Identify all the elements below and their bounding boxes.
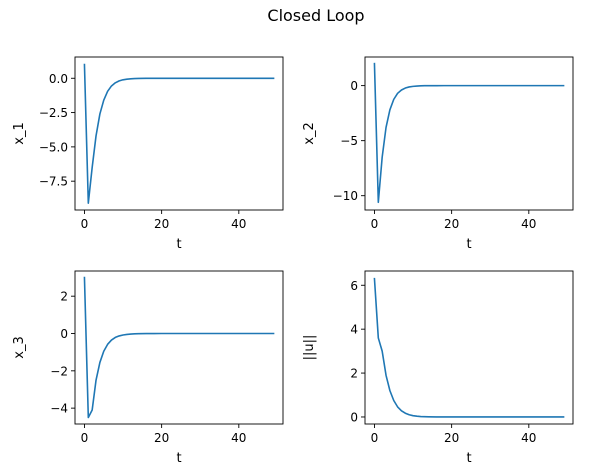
y-tick-label: −5 — [340, 134, 358, 148]
subplot-2: 0 20 40 0 −5 −10 t x_2 — [302, 56, 574, 252]
x-tick-label: 40 — [231, 431, 246, 445]
series-line-1 — [83, 276, 275, 419]
y-tick-label: 2 — [350, 367, 358, 381]
y-tick-label: 4 — [350, 323, 358, 337]
axes-frame — [364, 270, 574, 425]
y-tick-label: 0 — [350, 79, 358, 93]
x-tick-label: 40 — [521, 217, 536, 231]
series-line-1 — [373, 277, 565, 418]
x-tick-label: 40 — [231, 217, 246, 231]
y-tick-label: −5.0 — [39, 140, 68, 154]
x-axis-label: t — [466, 451, 471, 466]
y-axis-label: ||u|| — [302, 335, 317, 361]
x-tick-label: 20 — [444, 431, 459, 445]
y-tick-label: −2 — [50, 364, 68, 378]
y-tick-label: 2 — [60, 290, 68, 304]
y-tick-label: −4 — [50, 402, 68, 416]
subplot-1: 0 20 40 0.0 −2.5 −5.0 −7.5 t x_1 — [12, 56, 284, 252]
x-tick-label: 20 — [444, 217, 459, 231]
axes-frame — [74, 56, 284, 211]
y-axis-label: x_1 — [12, 122, 27, 144]
x-tick-label: 0 — [81, 431, 89, 445]
y-axis-label: x_3 — [12, 336, 27, 358]
axes-frame — [74, 270, 284, 425]
x-axis-label: t — [466, 237, 471, 252]
x-tick-label: 20 — [154, 217, 169, 231]
y-axis-label: x_2 — [302, 122, 317, 144]
x-tick-label: 0 — [81, 217, 89, 231]
subplot-4: 0 20 40 0 2 4 6 t ||u|| — [302, 270, 574, 466]
series-line-1 — [83, 63, 275, 204]
x-tick-label: 40 — [521, 431, 536, 445]
y-tick-label: 0 — [350, 410, 358, 424]
y-tick-label: −2.5 — [39, 106, 68, 120]
x-tick-label: 0 — [371, 431, 379, 445]
y-tick-label: 6 — [350, 279, 358, 293]
x-axis-label: t — [176, 451, 181, 466]
figure-title: Closed Loop — [267, 6, 364, 25]
axes-frame — [364, 56, 574, 211]
x-axis-label: t — [176, 237, 181, 252]
x-tick-label: 20 — [154, 431, 169, 445]
y-tick-label: 0 — [60, 327, 68, 341]
series-line-1 — [373, 62, 565, 204]
y-tick-label: −10 — [333, 189, 358, 203]
y-tick-label: 0.0 — [49, 72, 68, 86]
y-tick-label: −7.5 — [39, 175, 68, 189]
x-tick-label: 0 — [371, 217, 379, 231]
